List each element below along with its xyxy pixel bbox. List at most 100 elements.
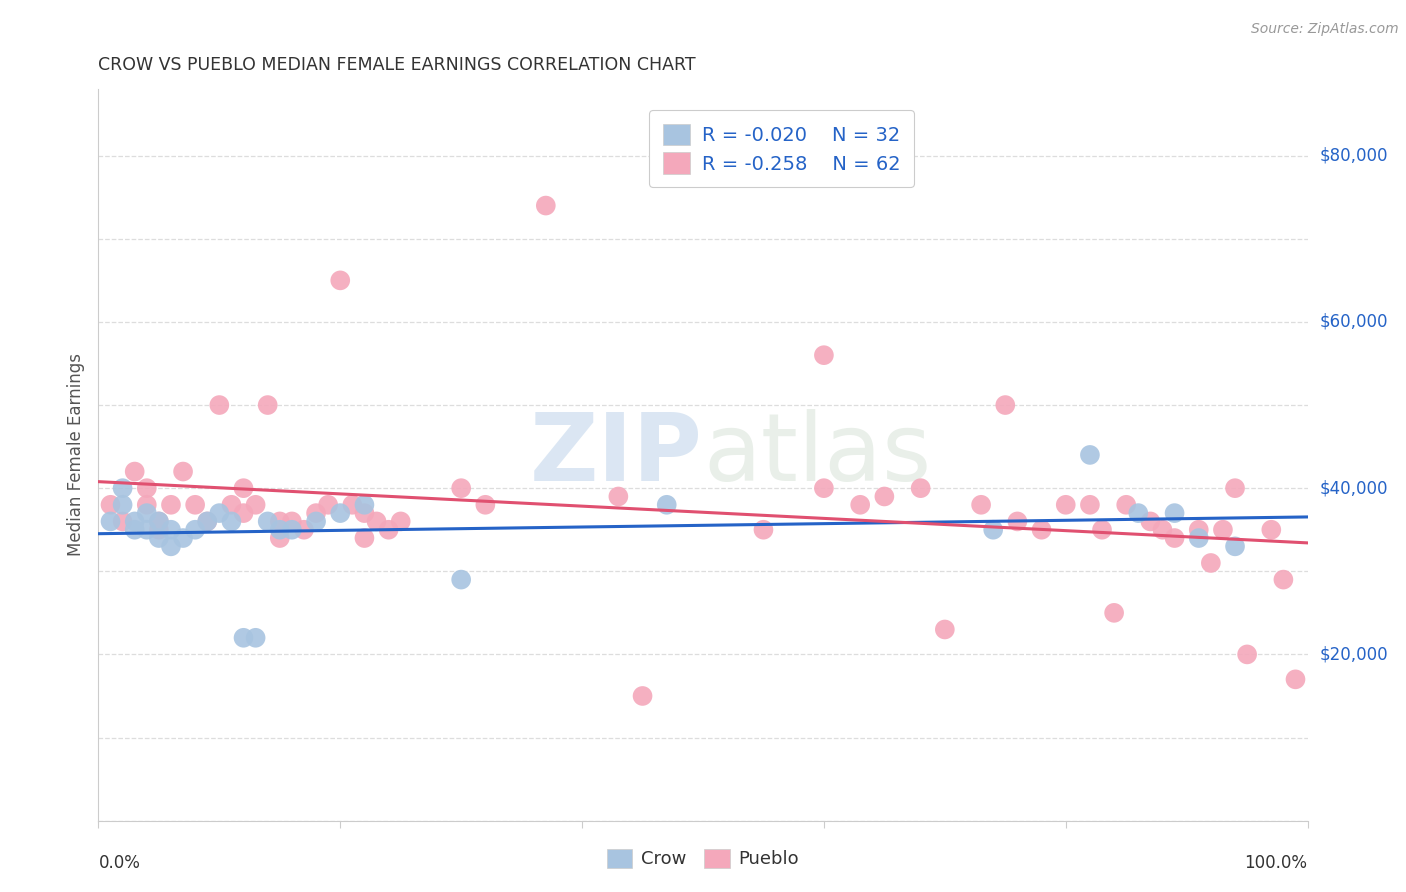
Point — [1188, 523, 1211, 537]
Point — [377, 523, 399, 537]
Point — [1078, 448, 1101, 462]
Point — [269, 515, 291, 529]
Point — [111, 498, 134, 512]
Point — [813, 348, 835, 362]
Point — [256, 515, 278, 529]
Point — [316, 498, 339, 512]
Point — [1128, 506, 1150, 520]
Point — [474, 498, 496, 512]
Point — [1188, 531, 1211, 545]
Point — [305, 515, 328, 529]
Point — [148, 531, 170, 545]
Text: $80,000: $80,000 — [1320, 146, 1388, 165]
Point — [1272, 573, 1295, 587]
Point — [160, 498, 183, 512]
Point — [813, 481, 835, 495]
Point — [245, 498, 267, 512]
Point — [281, 523, 304, 537]
Point — [135, 481, 157, 495]
Point — [172, 531, 194, 545]
Point — [1163, 506, 1185, 520]
Point — [1139, 515, 1161, 529]
Point — [1163, 531, 1185, 545]
Point — [329, 506, 352, 520]
Point — [281, 515, 304, 529]
Legend: Crow, Pueblo: Crow, Pueblo — [598, 839, 808, 878]
Text: $20,000: $20,000 — [1320, 646, 1388, 664]
Point — [934, 623, 956, 637]
Point — [1260, 523, 1282, 537]
Point — [135, 498, 157, 512]
Point — [1054, 498, 1077, 512]
Point — [342, 498, 364, 512]
Point — [124, 515, 146, 529]
Point — [1152, 523, 1174, 537]
Point — [353, 531, 375, 545]
Point — [221, 498, 243, 512]
Point — [389, 515, 412, 529]
Point — [184, 498, 207, 512]
Point — [135, 523, 157, 537]
Point — [1007, 515, 1029, 529]
Point — [1115, 498, 1137, 512]
Y-axis label: Median Female Earnings: Median Female Earnings — [66, 353, 84, 557]
Point — [269, 523, 291, 537]
Point — [148, 523, 170, 537]
Point — [269, 531, 291, 545]
Point — [232, 506, 254, 520]
Point — [208, 506, 231, 520]
Point — [124, 523, 146, 537]
Point — [160, 523, 183, 537]
Point — [752, 523, 775, 537]
Point — [655, 498, 678, 512]
Point — [148, 515, 170, 529]
Point — [994, 398, 1017, 412]
Point — [245, 631, 267, 645]
Point — [100, 498, 122, 512]
Point — [607, 490, 630, 504]
Point — [292, 523, 315, 537]
Point — [329, 273, 352, 287]
Point — [1212, 523, 1234, 537]
Point — [148, 515, 170, 529]
Point — [366, 515, 388, 529]
Point — [1078, 498, 1101, 512]
Point — [970, 498, 993, 512]
Point — [195, 515, 218, 529]
Text: Source: ZipAtlas.com: Source: ZipAtlas.com — [1251, 22, 1399, 37]
Text: CROW VS PUEBLO MEDIAN FEMALE EARNINGS CORRELATION CHART: CROW VS PUEBLO MEDIAN FEMALE EARNINGS CO… — [98, 56, 696, 74]
Point — [1223, 481, 1246, 495]
Point — [1102, 606, 1125, 620]
Point — [353, 506, 375, 520]
Point — [124, 465, 146, 479]
Point — [1031, 523, 1053, 537]
Point — [232, 631, 254, 645]
Point — [232, 481, 254, 495]
Point — [1199, 556, 1222, 570]
Point — [353, 498, 375, 512]
Text: 0.0%: 0.0% — [98, 854, 141, 871]
Point — [1091, 523, 1114, 537]
Text: atlas: atlas — [703, 409, 931, 501]
Point — [100, 515, 122, 529]
Point — [849, 498, 872, 512]
Text: ZIP: ZIP — [530, 409, 703, 501]
Point — [184, 523, 207, 537]
Point — [172, 465, 194, 479]
Point — [160, 539, 183, 553]
Point — [305, 506, 328, 520]
Point — [981, 523, 1004, 537]
Point — [111, 515, 134, 529]
Point — [631, 689, 654, 703]
Text: $60,000: $60,000 — [1320, 313, 1388, 331]
Point — [450, 573, 472, 587]
Point — [221, 515, 243, 529]
Point — [111, 481, 134, 495]
Point — [534, 198, 557, 212]
Point — [1236, 648, 1258, 662]
Point — [873, 490, 896, 504]
Point — [256, 398, 278, 412]
Text: $40,000: $40,000 — [1320, 479, 1388, 497]
Point — [208, 398, 231, 412]
Point — [450, 481, 472, 495]
